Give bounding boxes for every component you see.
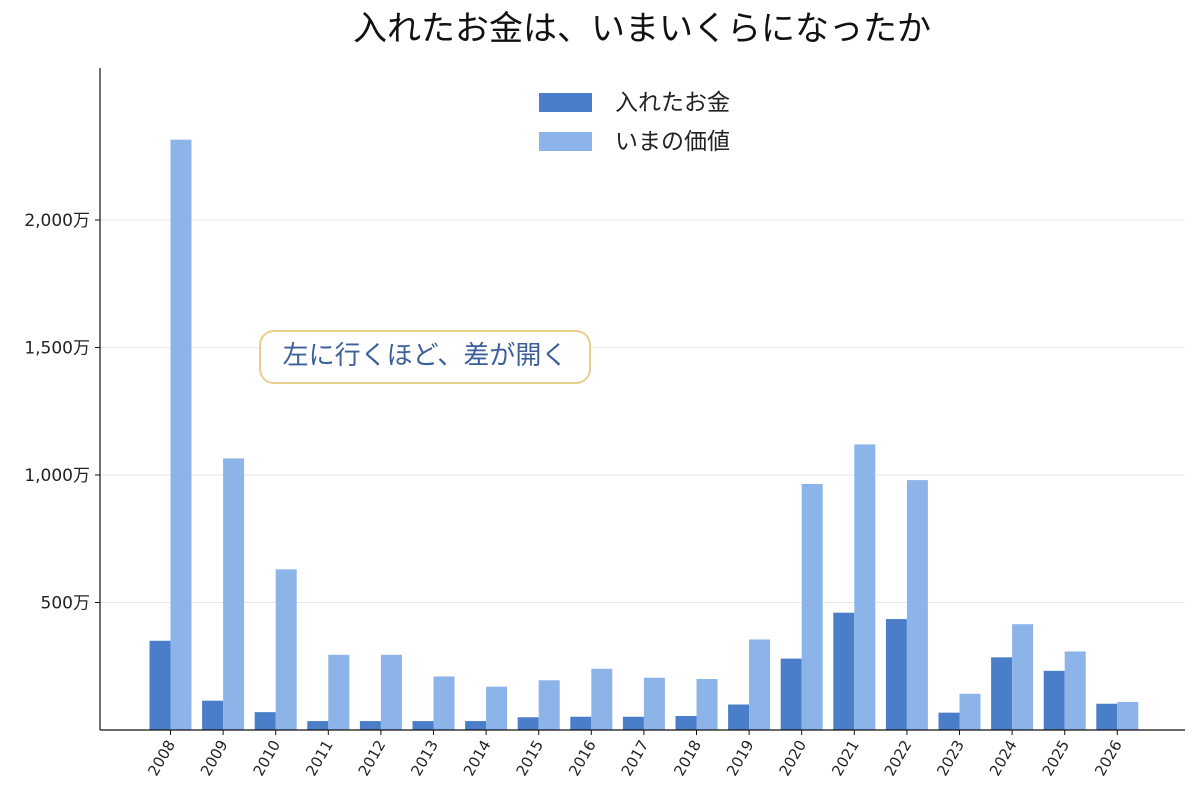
grid-lines [100, 219, 1185, 603]
bar-current-value [275, 569, 297, 730]
bar-current-value [170, 139, 192, 731]
legend-label-invested: 入れたお金 [615, 90, 730, 116]
bar-current-value [959, 693, 981, 730]
bar-invested [359, 721, 381, 730]
bar-current-value [591, 668, 613, 730]
x-tick-label: 2023 [933, 737, 968, 779]
bar-invested [1096, 703, 1118, 730]
x-ticks: 2008 2009 2010 2011 2012 2013 2014 2015 2016 2017… [144, 730, 1126, 779]
bar-current-value [1064, 651, 1086, 730]
bar-current-value [380, 654, 402, 730]
x-tick-label: 2015 [512, 737, 547, 779]
axes [99, 68, 1185, 731]
bar-current-value [854, 444, 876, 730]
x-tick-label: 2011 [302, 737, 337, 779]
bar-invested [570, 716, 592, 730]
x-tick-label: 2016 [565, 737, 600, 779]
x-tick-label: 2013 [407, 737, 442, 779]
chart-title: 入れたお金は、いまいくらになったか [353, 9, 931, 49]
bar-invested [675, 715, 697, 730]
x-tick-label: 2024 [986, 737, 1021, 779]
annotation-text: 左に行くほど、差が開く [283, 341, 568, 371]
bar-invested [991, 657, 1013, 730]
x-tick-label: 2017 [618, 737, 653, 779]
bar-current-value [328, 654, 350, 730]
bar-invested [622, 716, 644, 730]
bar-current-value [223, 458, 245, 730]
bar-current-value [1117, 701, 1139, 730]
annotation-box [259, 330, 591, 384]
y-tick-label: 1,000万 [24, 466, 90, 486]
x-tick-label: 2009 [197, 737, 232, 779]
bar-invested [780, 658, 802, 730]
bar-invested [465, 721, 487, 730]
bar-current-value [538, 680, 560, 730]
x-tick-label: 2010 [249, 737, 284, 779]
legend-swatch-current-value [539, 132, 592, 151]
bar-invested [202, 700, 224, 730]
x-tick-label: 2022 [881, 737, 916, 779]
bar-invested [885, 619, 907, 730]
x-tick-label: 2025 [1038, 737, 1073, 779]
bar-invested [938, 712, 960, 730]
bar-invested [1043, 670, 1065, 730]
y-tick-label: 500万 [41, 594, 90, 614]
x-tick-label: 2019 [723, 737, 758, 779]
y-ticks: 500万 1,000万 1,500万 2,000万 [24, 211, 100, 614]
annotation: 左に行くほど、差が開く [259, 330, 591, 384]
bar-current-value [643, 677, 665, 730]
bar-current-value [433, 676, 455, 730]
bar-current-value [486, 686, 508, 730]
bar-current-value [696, 679, 718, 730]
x-tick-label: 2018 [670, 737, 705, 779]
bar-invested [254, 712, 276, 730]
bar-current-value [906, 480, 928, 730]
bars-group [149, 139, 1139, 731]
x-tick-label: 2026 [1091, 737, 1126, 779]
bar-invested [728, 704, 750, 730]
x-tick-label: 2021 [828, 737, 863, 779]
y-tick-label: 1,500万 [24, 339, 90, 359]
bar-invested [833, 612, 855, 730]
x-tick-label: 2020 [775, 737, 810, 779]
x-tick-label: 2012 [355, 737, 390, 779]
bar-current-value [801, 483, 823, 730]
legend: 入れたお金 いまの価値 [539, 90, 730, 155]
x-tick-label: 2014 [460, 737, 495, 779]
bar-invested [412, 721, 434, 730]
legend-label-current-value: いまの価値 [615, 129, 730, 155]
bar-invested [517, 717, 539, 730]
legend-swatch-invested [539, 93, 592, 112]
bar-invested [307, 721, 329, 730]
y-tick-label: 2,000万 [24, 211, 90, 231]
x-tick-label: 2008 [144, 737, 179, 779]
bar-current-value [1012, 624, 1034, 730]
bar-current-value [749, 639, 771, 730]
bar-invested [149, 640, 171, 730]
